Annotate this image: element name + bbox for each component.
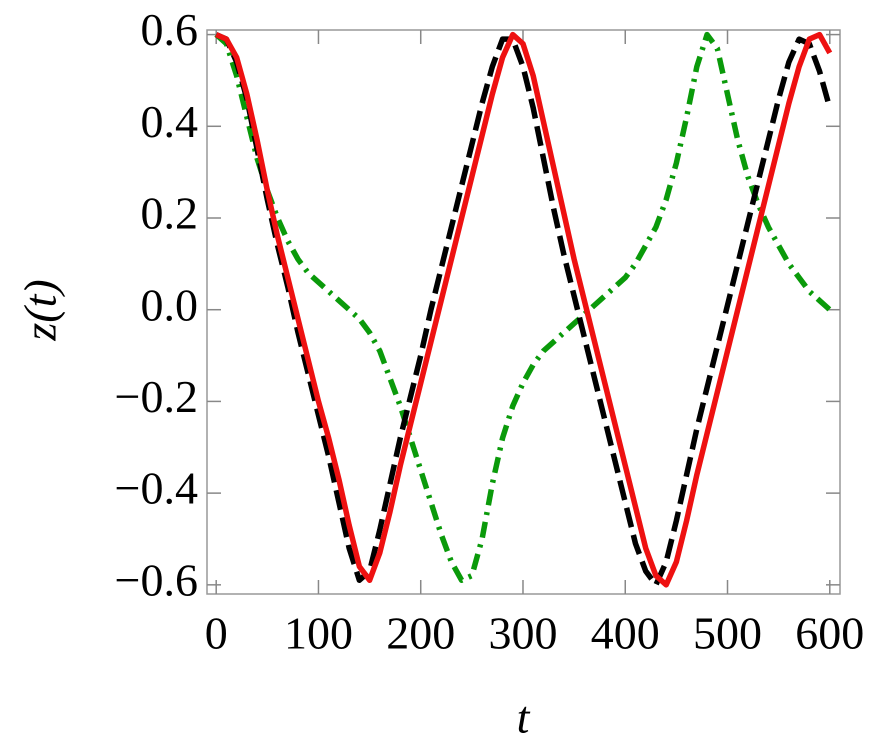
series-line [214,31,832,583]
series-line [215,31,833,588]
y-tick-label: 0.0 [141,279,199,330]
y-tick-label: −0.6 [115,554,198,605]
x-tick-label: 100 [284,608,353,659]
x-tick-label: 300 [488,608,557,659]
series-line [215,32,833,588]
y-tick-label: 0.4 [141,96,199,147]
x-tick-label: 600 [795,608,864,659]
y-tick-label: 0.6 [141,4,199,55]
x-tick-label: 400 [591,608,660,659]
y-tick-label: 0.2 [141,188,199,239]
x-axis-label: t [517,692,531,743]
x-tick-label: 0 [205,608,228,659]
y-axis-label: z(t) [15,279,66,341]
plot-frame [206,29,841,595]
y-tick-label: −0.4 [115,463,198,514]
x-tick-label: 500 [693,608,762,659]
x-tick-label: 200 [386,608,455,659]
y-tick-label: −0.2 [115,371,198,422]
